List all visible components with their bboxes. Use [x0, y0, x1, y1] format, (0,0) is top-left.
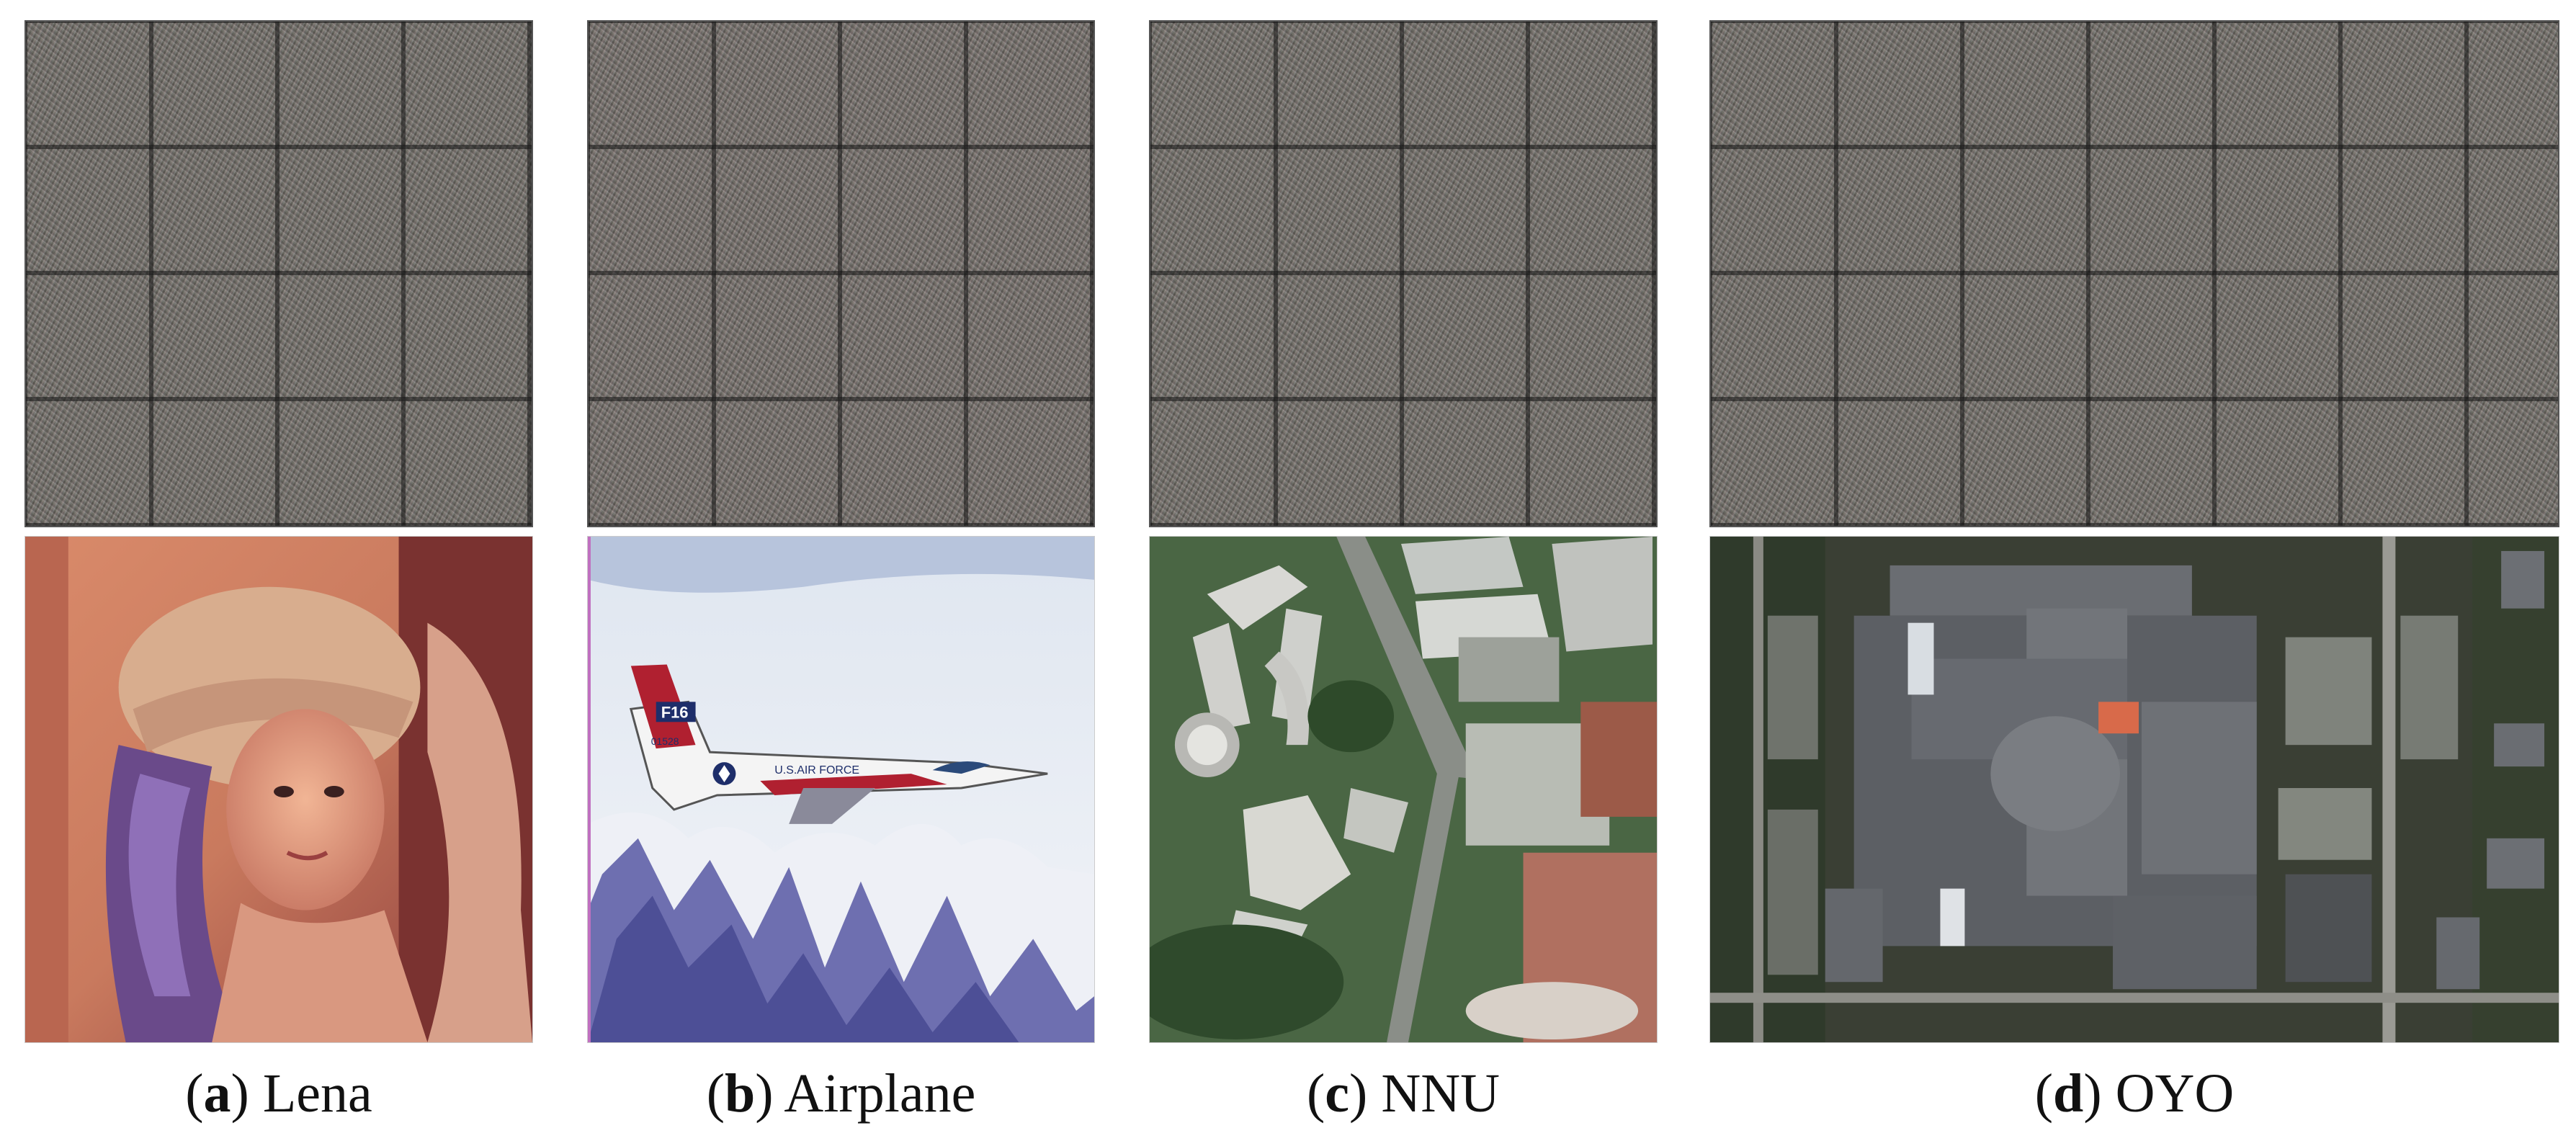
encrypted-image-oyo	[1709, 20, 2559, 527]
encrypted-image-airplane	[587, 20, 1095, 527]
serial-marking: 01528	[651, 735, 679, 747]
fuselage-marking: U.S.AIR FORCE	[774, 764, 859, 777]
original-image-oyo	[1709, 536, 2559, 1043]
caption-a-letter: a	[203, 1063, 231, 1124]
caption-d: (d) OYO	[2034, 1063, 2235, 1124]
caption-a-name: Lena	[262, 1063, 372, 1124]
encrypted-image-lena	[24, 20, 533, 527]
original-image-lena	[24, 536, 533, 1043]
caption-b-name: Airplane	[784, 1063, 976, 1124]
caption-b: (b) Airplane	[706, 1063, 976, 1124]
caption-a: (a) Lena	[185, 1063, 372, 1124]
caption-c-letter: c	[1325, 1063, 1350, 1124]
caption-c-name: NNU	[1381, 1063, 1500, 1124]
tail-marking: F16	[661, 703, 689, 721]
encrypted-image-nnu	[1149, 20, 1658, 527]
caption-c: (c) NNU	[1306, 1063, 1500, 1124]
original-image-airplane: F16 01528 U.S.AIR FORCE	[587, 536, 1095, 1043]
original-image-nnu	[1149, 536, 1658, 1043]
caption-d-name: OYO	[2115, 1063, 2235, 1124]
caption-b-letter: b	[725, 1063, 756, 1124]
caption-d-letter: d	[2053, 1063, 2084, 1124]
